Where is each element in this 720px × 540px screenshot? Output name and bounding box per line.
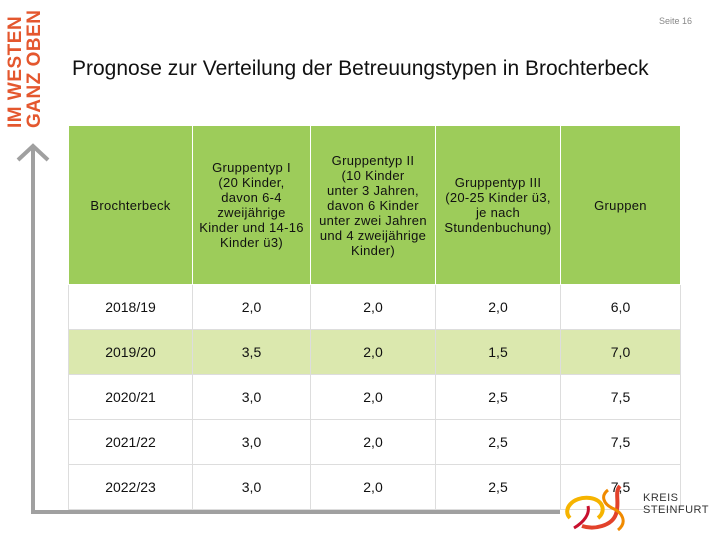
table-cell: 1,5 bbox=[435, 329, 561, 375]
table-cell: 2,0 bbox=[435, 284, 561, 330]
table-cell: 3,0 bbox=[192, 374, 311, 420]
table-cell: 2,0 bbox=[310, 329, 436, 375]
table-row: 2022/23 3,0 2,0 2,5 7,5 bbox=[68, 464, 681, 510]
row-label: 2018/19 bbox=[68, 284, 193, 330]
table-cell: 2,5 bbox=[435, 374, 561, 420]
row-label: 2019/20 bbox=[68, 329, 193, 375]
table-cell: 2,0 bbox=[192, 284, 311, 330]
table-cell: 2,5 bbox=[435, 419, 561, 465]
table-row: 2018/19 2,0 2,0 2,0 6,0 bbox=[68, 284, 681, 330]
table-cell: 2,0 bbox=[310, 464, 436, 510]
arrow-head bbox=[16, 143, 50, 162]
table-row: 2020/21 3,0 2,0 2,5 7,5 bbox=[68, 374, 681, 420]
header-cell: Gruppentyp III (20-25 Kinder ü3, je nach… bbox=[435, 125, 561, 285]
title: Prognose zur Verteilung der Betreuungsty… bbox=[72, 57, 649, 80]
logo-swirl bbox=[602, 488, 625, 532]
table-cell: 2,5 bbox=[435, 464, 561, 510]
page-number: Seite 16 bbox=[658, 16, 692, 26]
table-cell: 3,0 bbox=[192, 464, 311, 510]
header-row: Brochterbeck Gruppentyp I (20 Kinder, dav… bbox=[68, 125, 681, 285]
logo-swirl bbox=[581, 484, 622, 530]
header-cell: Gruppentyp II (10 Kinder unter 3 Jahren,… bbox=[310, 125, 436, 285]
logo-line: KREIS bbox=[643, 492, 679, 504]
table-cell: 7,5 bbox=[560, 419, 681, 465]
row-label: 2020/21 bbox=[68, 374, 193, 420]
logo-swirl bbox=[565, 495, 605, 520]
row-label: 2022/23 bbox=[68, 464, 193, 510]
header-cell: Gruppen bbox=[560, 125, 681, 285]
table-cell: 7,5 bbox=[560, 374, 681, 420]
logo-line: STEINFURT bbox=[643, 504, 710, 516]
table-cell: 2,0 bbox=[310, 374, 436, 420]
row-label: 2021/22 bbox=[68, 419, 193, 465]
table: Brochterbeck Gruppentyp I (20 Kinder, dav… bbox=[68, 125, 681, 510]
table-body: 2018/19 2,0 2,0 2,0 6,0 2019/20 3,5 2,0 1,5 7,0 20… bbox=[68, 284, 681, 510]
table-row: 2021/22 3,0 2,0 2,5 7,5 bbox=[68, 419, 681, 465]
frame-line bbox=[31, 148, 560, 514]
logo-mark bbox=[565, 484, 625, 532]
header-cell: Brochterbeck bbox=[68, 125, 193, 285]
table-row: 2019/20 3,5 2,0 1,5 7,0 bbox=[68, 329, 681, 375]
logo-text: KREIS STEINFURT bbox=[643, 492, 709, 516]
table-cell: 7,0 bbox=[560, 329, 681, 375]
logo-swirl bbox=[573, 505, 590, 530]
table-cell: 3,0 bbox=[192, 419, 311, 465]
table-cell: 2,0 bbox=[310, 419, 436, 465]
header-cell: Gruppentyp I (20 Kinder, davon 6-4 zweij… bbox=[192, 125, 311, 285]
table-cell: 2,0 bbox=[310, 284, 436, 330]
table-cell: 3,5 bbox=[192, 329, 311, 375]
table-cell: 6,0 bbox=[560, 284, 681, 330]
